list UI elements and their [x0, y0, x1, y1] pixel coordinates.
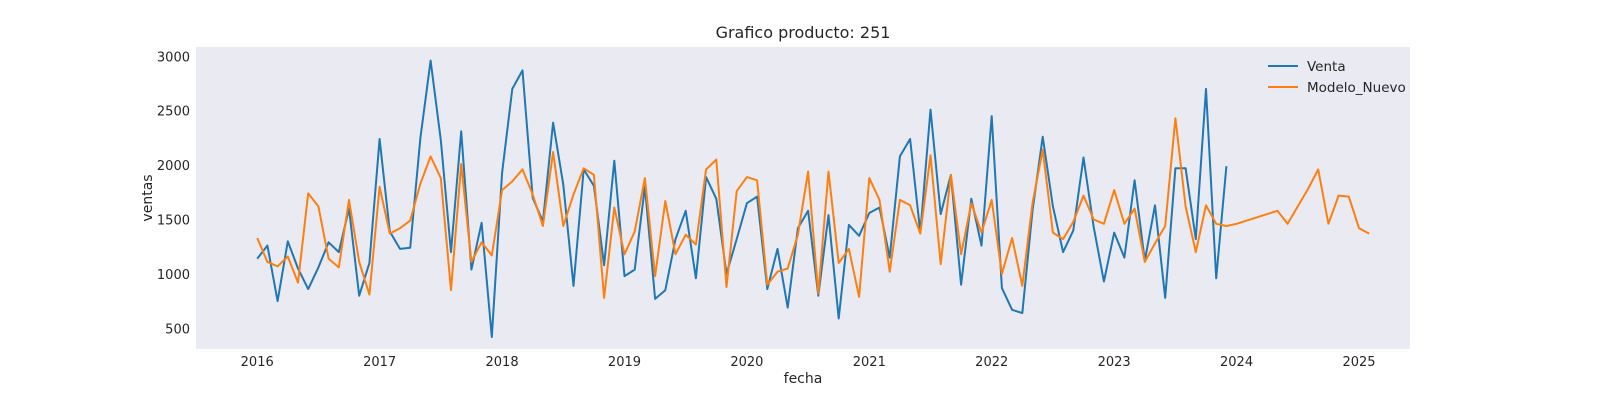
x-tick-label: 2017 [363, 355, 396, 370]
x-tick-label: 2021 [853, 355, 886, 370]
legend: Venta Modelo_Nuevo [1268, 59, 1406, 96]
x-tick-label: 2019 [608, 355, 641, 370]
legend-label: Modelo_Nuevo [1307, 80, 1406, 96]
x-tick-label: 2024 [1220, 355, 1253, 370]
x-tick-label: 2016 [241, 355, 274, 370]
x-axis-label: fecha [784, 371, 823, 387]
y-tick-label: 1500 [157, 213, 190, 228]
y-tick-label: 2000 [157, 159, 190, 174]
y-tick-label: 3000 [157, 50, 190, 65]
series-line-0 [256, 59, 1228, 338]
series-line-1 [256, 117, 1370, 299]
y-axis-label: ventas [140, 174, 156, 221]
x-tick-label: 2018 [486, 355, 519, 370]
y-axis-ticks: 500 1000 1500 2000 2500 3000 [157, 50, 190, 337]
x-tick-label: 2025 [1342, 355, 1375, 370]
x-tick-label: 2020 [730, 355, 763, 370]
x-tick-label: 2022 [975, 355, 1008, 370]
series-lines [256, 59, 1370, 338]
y-tick-label: 1000 [157, 268, 190, 283]
x-axis-ticks: 2016 2017 2018 2019 2020 2021 2022 2023 2024 2025 [241, 355, 1376, 370]
chart-title: Grafico producto: 251 [716, 23, 891, 42]
y-tick-label: 500 [165, 322, 190, 337]
y-tick-label: 2500 [157, 105, 190, 120]
x-tick-label: 2023 [1098, 355, 1131, 370]
legend-label: Venta [1307, 59, 1346, 75]
